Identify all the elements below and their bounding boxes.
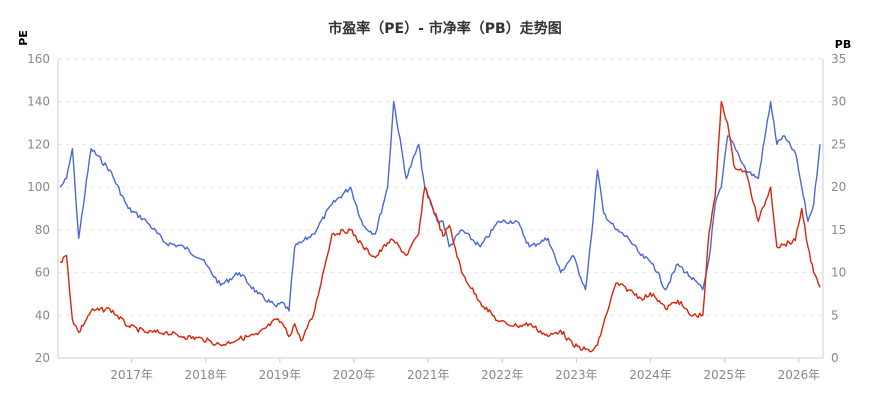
x-tick-label: 2023年 bbox=[555, 368, 598, 382]
x-tick-label: 2018年 bbox=[184, 368, 227, 382]
series-line-pe bbox=[59, 101, 821, 353]
tick-labels: 20 40 60 80 100 120 140 160 0 5 10 15 20 25 30 35 2017年 2… bbox=[27, 52, 846, 382]
x-tick-label: 2019年 bbox=[259, 368, 302, 382]
axes bbox=[57, 59, 824, 363]
x-tick-label: 2026年 bbox=[778, 368, 821, 382]
y-right-tick-label: 10 bbox=[831, 266, 846, 280]
y-right-tick-label: 15 bbox=[831, 223, 846, 237]
y-left-tick-label: 140 bbox=[27, 95, 50, 109]
y-left-tick-label: 80 bbox=[35, 223, 50, 237]
y-left-tick-label: 60 bbox=[35, 266, 50, 280]
y-left-tick-label: 160 bbox=[27, 52, 50, 66]
series-line-pb bbox=[59, 101, 821, 312]
x-tick-label: 2021年 bbox=[407, 368, 450, 382]
x-tick-label: 2017年 bbox=[110, 368, 153, 382]
y-right-tick-label: 35 bbox=[831, 52, 846, 66]
x-tick-label: 2020年 bbox=[333, 368, 376, 382]
y-right-tick-label: 5 bbox=[831, 308, 839, 322]
chart-title: 市盈率（PE）- 市净率（PB）走势图 bbox=[328, 20, 561, 37]
y-left-tick-label: 40 bbox=[35, 308, 50, 322]
y-right-tick-label: 20 bbox=[831, 180, 846, 194]
x-tick-label: 2025年 bbox=[703, 368, 746, 382]
y-right-tick-label: 30 bbox=[831, 95, 846, 109]
y-left-tick-label: 120 bbox=[27, 137, 50, 151]
y-left-axis-label: PE bbox=[17, 30, 30, 46]
y-right-tick-label: 0 bbox=[831, 351, 839, 365]
y-right-tick-label: 25 bbox=[831, 137, 846, 151]
y-left-tick-label: 100 bbox=[27, 180, 50, 194]
y-right-axis-label: PB bbox=[835, 38, 851, 51]
x-tick-label: 2022年 bbox=[481, 368, 524, 382]
x-tick-label: 2024年 bbox=[629, 368, 672, 382]
grid-lines bbox=[58, 58, 823, 316]
y-left-tick-label: 20 bbox=[35, 351, 50, 365]
series-layer bbox=[59, 101, 821, 353]
